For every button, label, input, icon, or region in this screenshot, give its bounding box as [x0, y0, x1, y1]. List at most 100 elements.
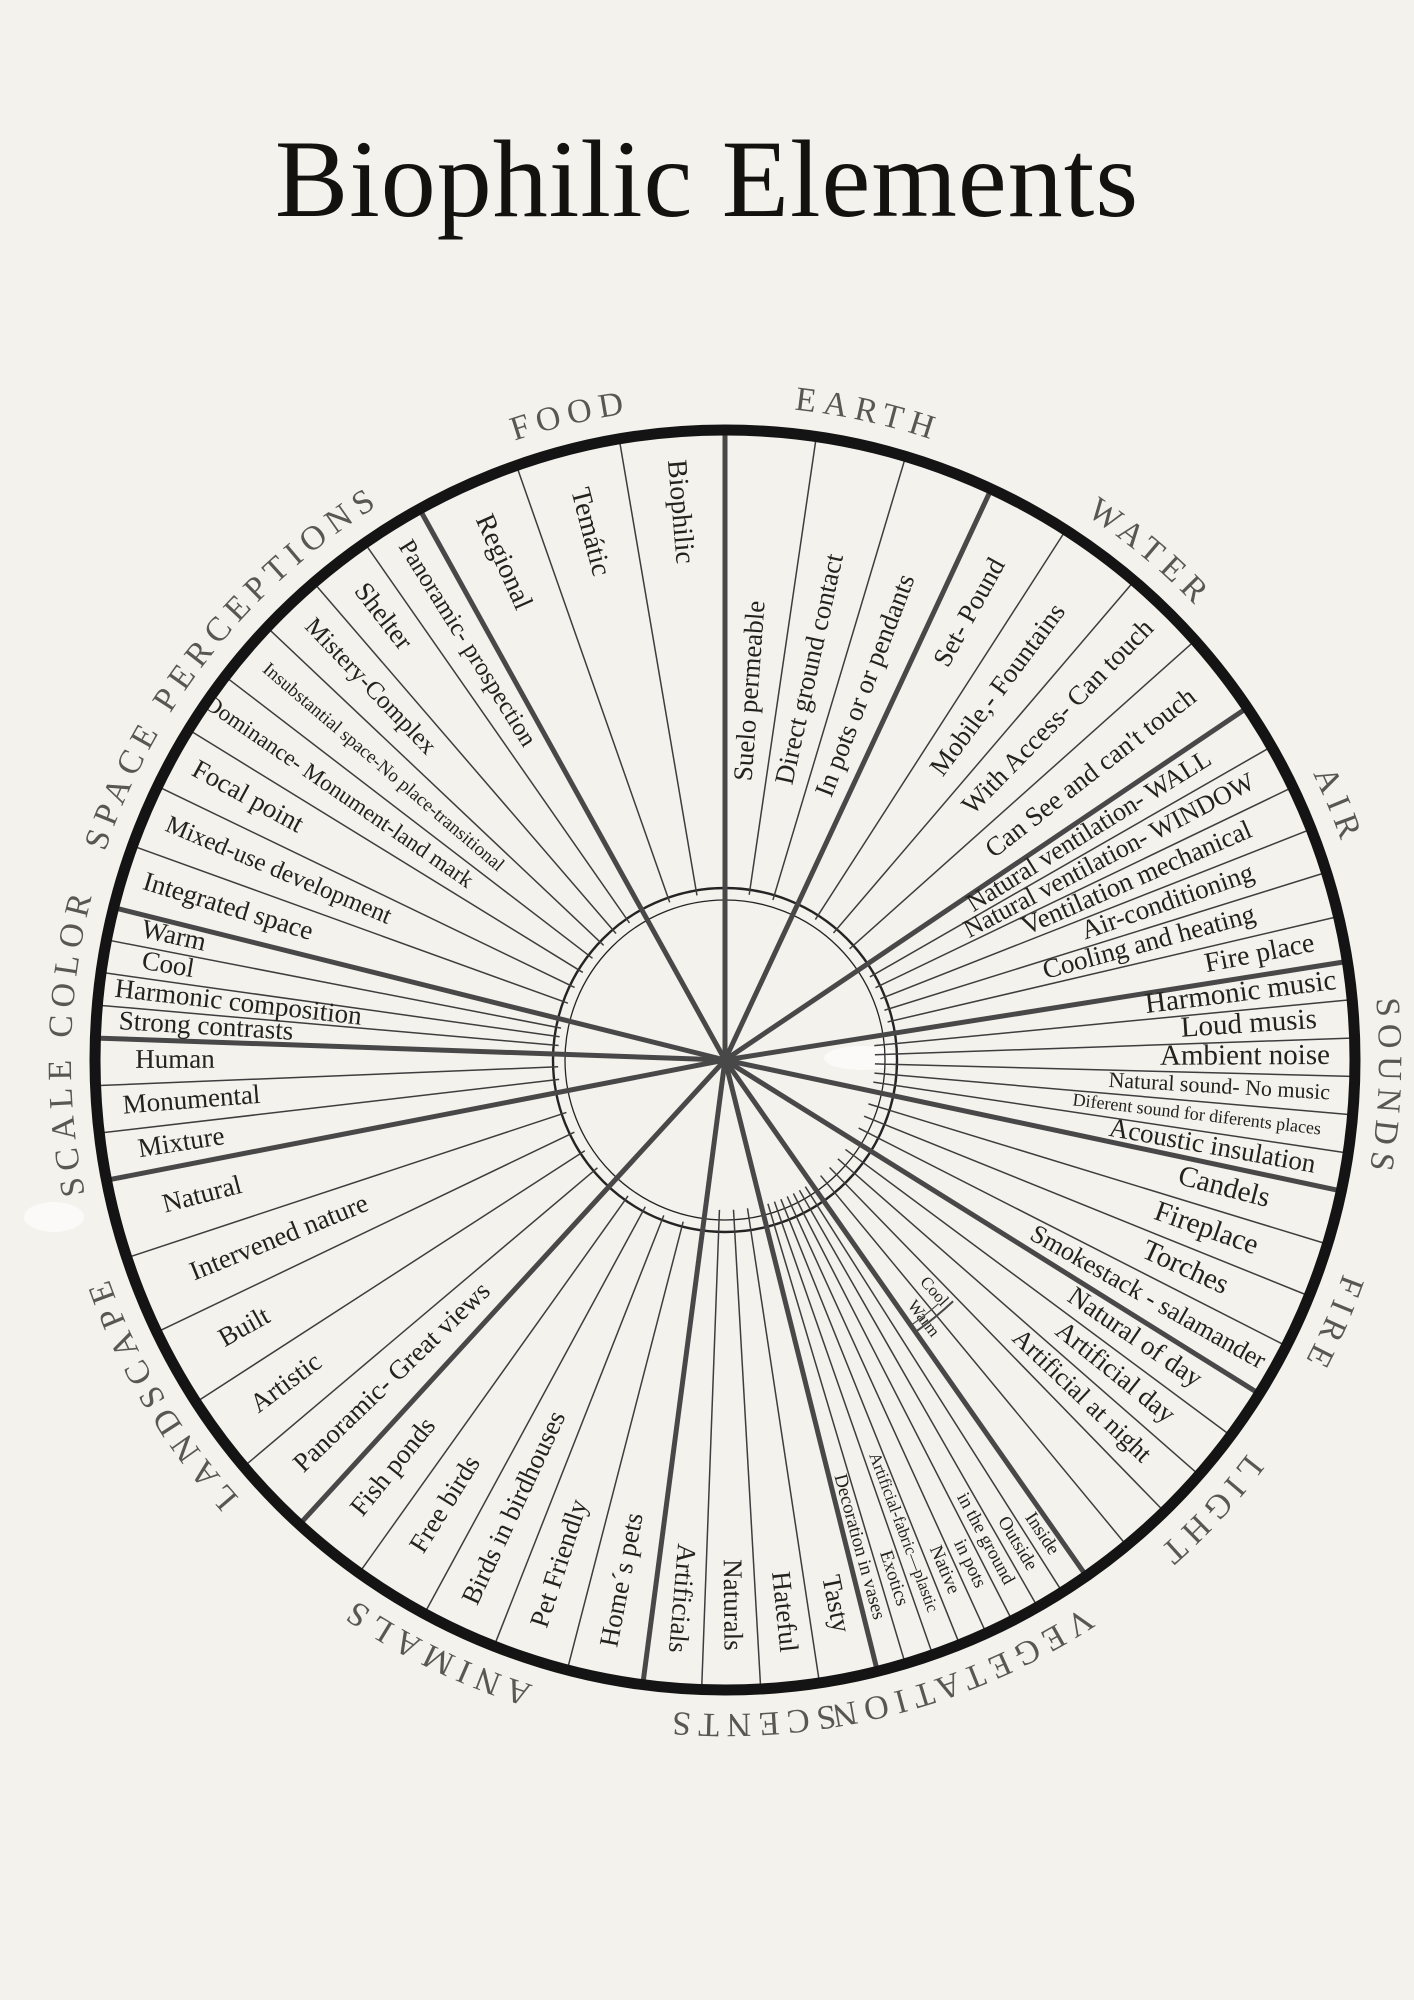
eraser-smudge	[824, 1046, 900, 1070]
category-boundary-sounds	[724, 959, 1346, 1063]
item-divider	[884, 872, 1323, 1011]
category-arc-text: SCALE	[42, 1053, 86, 1200]
spoke-label: Naturals	[718, 1559, 749, 1651]
item-divider	[103, 1078, 560, 1134]
item-divider	[99, 1066, 559, 1087]
item-divider	[567, 1221, 684, 1667]
spoke-label: Regional	[469, 509, 539, 614]
category-boundary-fire	[724, 1057, 1340, 1194]
item-divider	[767, 1203, 905, 1661]
spoke-label: Home´s pets	[593, 1510, 648, 1649]
spoke-label: Mistery-Complex	[299, 613, 442, 761]
spoke-label: Biophilic	[661, 459, 701, 565]
item-divider	[880, 829, 1308, 1000]
item-divider	[130, 1111, 567, 1258]
item-divider	[136, 846, 569, 1004]
item-divider	[160, 787, 575, 989]
item-divider	[748, 440, 817, 895]
item-divider	[517, 469, 671, 903]
item-divider	[780, 1198, 959, 1642]
category-arc-label-landscape: LANDSCAPE	[79, 1270, 245, 1517]
spoke-label: Suelo permeable	[728, 600, 771, 782]
item-divider	[772, 460, 906, 901]
spoke-label: Shelter	[349, 576, 420, 655]
category-boundary-food	[418, 509, 728, 1062]
category-boundary-space-perceptions	[115, 905, 726, 1063]
item-divider	[104, 972, 560, 1038]
item-divider	[873, 1081, 1345, 1154]
category-boundary-air	[723, 706, 1248, 1063]
category-boundary-color	[97, 1035, 726, 1063]
spoke-label: Natural	[159, 1169, 245, 1219]
spoke-label: Built	[213, 1300, 275, 1353]
item-divider	[874, 1037, 1351, 1056]
spoke-label: Monumental	[121, 1079, 261, 1120]
item-divider	[732, 1209, 762, 1686]
category-boundary-scale	[108, 1057, 726, 1183]
category-boundary-animals	[640, 1059, 728, 1683]
category-boundary-scents	[722, 1059, 880, 1670]
item-divider	[868, 1103, 1324, 1244]
item-divider	[110, 939, 562, 1029]
item-divider	[837, 1158, 1197, 1473]
item-divider	[619, 442, 698, 896]
spoke-label: Tasty	[816, 1572, 857, 1635]
item-divider	[246, 1167, 598, 1465]
spoke-label: Ambient noise	[1160, 1039, 1330, 1072]
item-divider	[227, 678, 593, 959]
category-arc-label-scale: SCALE	[42, 1053, 93, 1200]
item-divider	[863, 1115, 1306, 1296]
item-divider	[315, 585, 617, 934]
item-divider	[874, 1072, 1349, 1116]
category-arc-text: SCENTS	[664, 1697, 831, 1743]
item-divider	[101, 1004, 559, 1047]
category-boundary-vegetation	[722, 1058, 1088, 1576]
eraser-smudge	[24, 1202, 84, 1232]
spoke-label: Artificials	[663, 1543, 702, 1655]
item-divider	[869, 747, 1269, 978]
cool-warm-bracket	[914, 1300, 954, 1333]
item-divider	[844, 1148, 1229, 1434]
category-arc-label-sounds: SOUNDS	[1361, 996, 1408, 1180]
category-boundary-water	[722, 489, 993, 1062]
item-divider	[874, 999, 1349, 1047]
item-divider	[160, 1131, 575, 1332]
item-divider	[798, 1189, 1037, 1604]
category-arc-text: LANDSCAPE	[79, 1270, 238, 1517]
item-divider	[773, 1201, 933, 1652]
category-arc-label-scents: SCENTS	[664, 1697, 838, 1743]
spoke-label: Human	[135, 1044, 215, 1074]
spoke-label: Free birds	[403, 1450, 486, 1558]
item-divider	[198, 1150, 586, 1401]
item-divider	[849, 642, 1193, 950]
item-divider	[366, 545, 631, 924]
item-divider	[887, 916, 1335, 1023]
outer-ring	[89, 424, 1361, 1696]
item-divider	[786, 1196, 986, 1630]
cool-warm-bracket	[910, 1303, 939, 1326]
item-divider	[832, 583, 1133, 934]
item-divider	[191, 731, 584, 974]
item-divider	[858, 1127, 1284, 1345]
spoke-label: Hateful	[766, 1570, 804, 1654]
item-divider	[746, 1208, 820, 1680]
category-arc-text: SOUNDS	[1361, 996, 1401, 1180]
item-divider	[494, 1215, 665, 1643]
category-boundary-landscape	[298, 1058, 727, 1525]
page-title: Biophilic Elements	[274, 118, 1140, 240]
item-divider	[874, 1063, 1351, 1078]
spoke-label: Temátic	[564, 484, 616, 579]
item-divider	[360, 1195, 629, 1571]
item-divider	[829, 1167, 1162, 1510]
item-divider	[701, 1209, 721, 1686]
item-divider	[269, 629, 605, 946]
item-divider	[814, 533, 1065, 920]
spoke-label: Set- Pound	[927, 552, 1011, 671]
item-divider	[875, 788, 1290, 989]
item-divider	[792, 1193, 1012, 1618]
category-boundary-light	[723, 1057, 1259, 1395]
item-divider	[425, 1206, 646, 1611]
